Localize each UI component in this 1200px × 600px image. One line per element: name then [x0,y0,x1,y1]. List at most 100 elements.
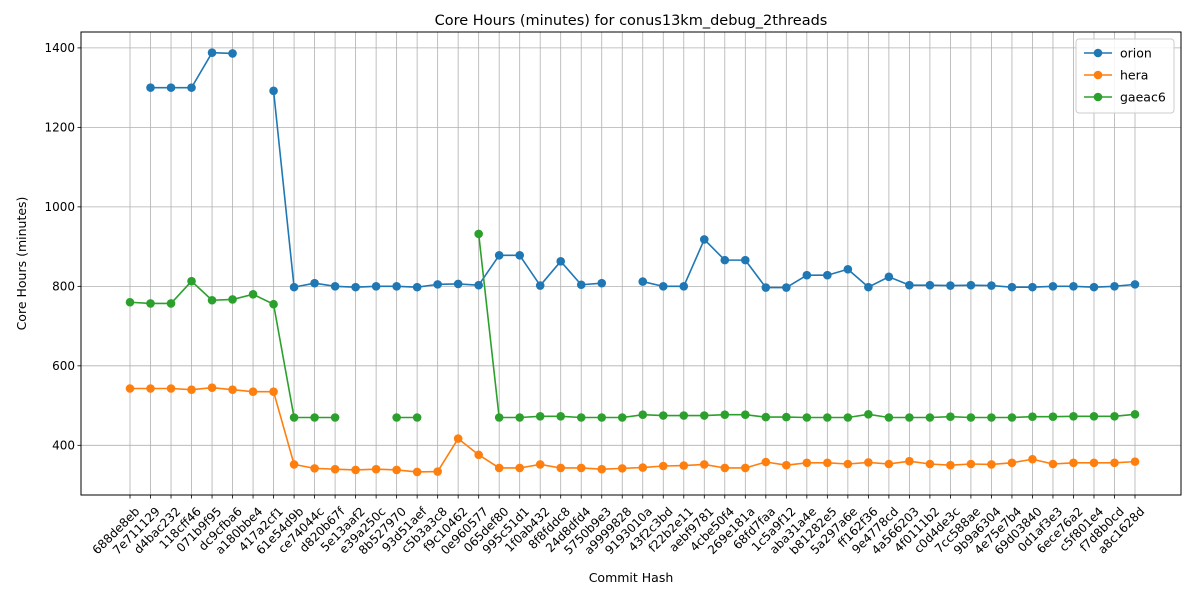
data-point-hera [1130,457,1140,466]
data-point-gaeac6 [658,411,668,420]
x-axis-label: Commit Hash [589,570,674,585]
plot-frame [80,31,1182,496]
data-point-hera [535,460,545,469]
data-point-hera [125,384,135,393]
data-point-hera [412,467,422,477]
data-point-gaeac6 [1048,412,1058,422]
data-point-hera [392,465,401,475]
data-point-orion [699,235,709,244]
data-point-orion [597,278,607,288]
data-point-hera [576,463,586,473]
data-point-gaeac6 [597,413,607,422]
data-point-orion [884,272,894,282]
data-point-hera [843,459,853,469]
data-point-gaeac6 [1028,412,1037,422]
data-point-hera [864,458,873,467]
data-point-gaeac6 [823,413,832,422]
data-point-orion [494,251,504,260]
data-point-orion [535,281,545,290]
y-tick-label: 600 [52,359,75,373]
data-point-gaeac6 [166,299,176,308]
chart-title: Core Hours (minutes) for conus13km_debug… [435,13,828,29]
data-point-hera [1069,458,1078,468]
data-point-gaeac6 [761,412,771,422]
legend-item-orion: orion [1084,46,1152,61]
data-point-orion [1089,282,1099,292]
data-point-hera [1110,458,1119,468]
data-point-gaeac6 [412,413,422,422]
data-point-orion [1007,282,1017,292]
y-axis-ticks: 400 600 800 1000 1200 1400 [44,41,81,452]
data-point-hera [946,460,955,470]
data-point-hera [925,459,935,469]
data-point-orion [1048,282,1058,291]
data-point-orion [474,280,483,290]
y-tick-label: 1400 [44,41,75,55]
data-point-orion [638,277,648,286]
data-point-gaeac6 [269,299,278,309]
legend-item-hera: hera [1084,68,1148,83]
data-point-orion [433,280,442,289]
data-point-hera [494,463,504,473]
data-point-hera [761,457,771,467]
data-point-gaeac6 [617,413,627,422]
data-point-gaeac6 [125,297,135,307]
series-layer [125,48,1140,477]
data-point-orion [453,279,463,289]
data-point-hera [248,387,258,396]
data-point-gaeac6 [638,410,648,420]
data-point-orion [925,280,935,290]
data-point-orion [987,281,996,290]
data-point-gaeac6 [146,299,155,308]
data-point-orion [782,283,791,292]
data-point-orion [351,282,360,292]
data-point-gaeac6 [392,413,401,422]
series-orion [146,48,1140,292]
data-point-gaeac6 [720,410,730,420]
data-point-hera [720,463,730,473]
data-point-gaeac6 [1130,410,1140,419]
data-point-orion [166,83,176,92]
data-point-hera [269,387,278,396]
data-point-hera [453,434,463,443]
data-point-orion [576,280,586,290]
legend: orion hera gaeac6 [1075,38,1175,114]
data-point-hera [371,464,381,474]
data-point-orion [761,283,771,292]
data-point-gaeac6 [905,413,914,422]
data-point-hera [228,385,237,394]
data-point-orion [289,282,299,292]
data-point-hera [207,383,217,392]
data-point-orion [207,48,217,57]
data-point-hera [166,384,176,393]
data-point-gaeac6 [843,413,853,422]
data-point-hera [1028,454,1037,464]
data-point-orion [1028,282,1037,292]
data-point-gaeac6 [330,413,340,422]
data-point-hera [289,460,299,469]
data-point-hera [679,461,689,470]
data-point-orion [515,251,524,260]
data-point-hera [310,464,319,473]
data-point-gaeac6 [535,412,545,421]
data-point-gaeac6 [1089,412,1099,421]
data-point-gaeac6 [884,413,894,422]
data-point-hera [782,460,791,470]
y-tick-label: 1200 [44,120,75,134]
data-point-orion [741,255,750,265]
data-point-hera [515,463,524,473]
data-point-orion [228,49,237,58]
data-point-gaeac6 [1069,412,1078,421]
data-point-orion [966,280,976,290]
data-point-gaeac6 [289,413,299,422]
data-point-gaeac6 [515,413,524,422]
data-point-orion [679,282,689,291]
data-point-hera [1089,458,1099,468]
data-point-gaeac6 [966,413,976,422]
data-point-gaeac6 [474,229,483,239]
data-point-orion [946,281,955,290]
data-point-orion [1069,282,1078,291]
data-point-gaeac6 [699,411,709,420]
data-point-hera [351,465,360,475]
